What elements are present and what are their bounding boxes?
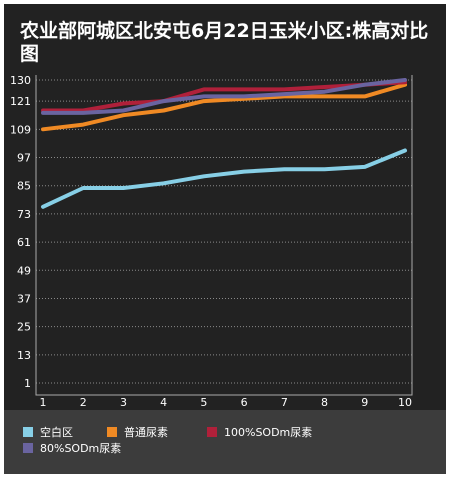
chart-title: 农业部阿城区北安屯6月22日玉米小区:株高对比图	[20, 20, 429, 65]
y-tick-label: 13	[17, 349, 31, 362]
x-tick-label: 7	[281, 396, 288, 409]
legend-item: 普通尿素	[107, 424, 168, 440]
legend-swatch	[23, 443, 33, 453]
x-tick-label: 1	[40, 396, 47, 409]
y-tick-label: 97	[17, 152, 31, 165]
x-tick-label: 6	[241, 396, 248, 409]
legend: 空白区 普通尿素 100%SODm尿素 80%SODm尿素	[4, 410, 446, 474]
y-tick-label: 1	[24, 377, 31, 390]
y-tick-label: 130	[10, 74, 31, 87]
x-tick-label: 3	[120, 396, 127, 409]
legend-label: 空白区	[40, 426, 73, 439]
y-tick-label: 109	[10, 123, 31, 136]
y-tick-label: 121	[10, 95, 31, 108]
legend-swatch	[107, 427, 117, 437]
x-tick-label: 8	[321, 396, 328, 409]
y-tick-label: 73	[17, 208, 31, 221]
x-tick-label: 5	[200, 396, 207, 409]
legend-item: 80%SODm尿素	[23, 440, 121, 456]
legend-label: 100%SODm尿素	[224, 426, 313, 439]
legend-item: 空白区	[23, 424, 73, 440]
series-line-3	[41, 80, 407, 113]
y-tick-label: 49	[17, 264, 31, 277]
legend-swatch	[207, 427, 217, 437]
series-lines	[41, 78, 407, 209]
x-tick-label: 9	[361, 396, 368, 409]
y-tick-label: 61	[17, 236, 31, 249]
y-tick-label: 25	[17, 321, 31, 334]
legend-item: 100%SODm尿素	[207, 424, 312, 440]
plot-area	[36, 75, 412, 395]
x-tick-label: 2	[80, 396, 87, 409]
series-line-1	[41, 148, 407, 209]
series-line-4	[41, 78, 407, 115]
x-tick-label: 10	[398, 396, 412, 409]
axes: 1 13 25 37 49 61 73 85 97 109 121 130 1 2 3 4 5 6 7 8 9 10	[10, 74, 413, 409]
axis-line	[35, 75, 413, 396]
legend-swatch	[23, 427, 33, 437]
series-line-2	[41, 82, 407, 132]
y-tick-label: 37	[17, 292, 31, 305]
x-tick-label: 4	[160, 396, 167, 409]
legend-label: 普通尿素	[124, 426, 168, 439]
y-tick-label: 85	[17, 180, 31, 193]
legend-label: 80%SODm尿素	[40, 442, 122, 455]
